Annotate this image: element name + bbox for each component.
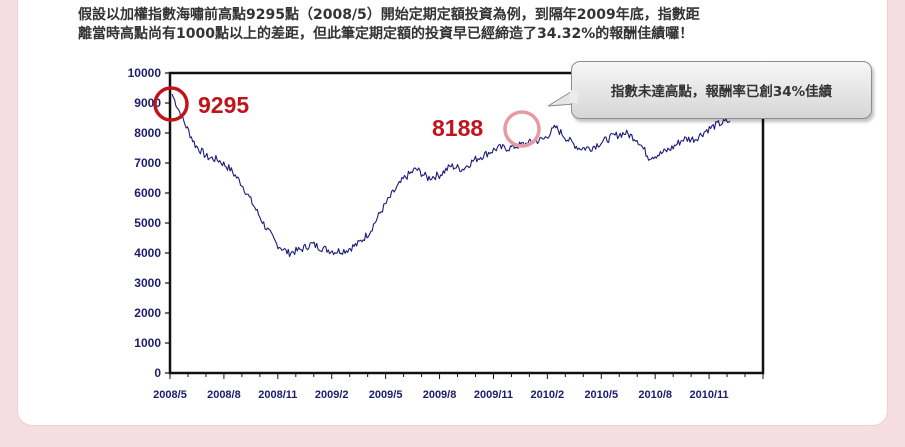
annotation-recovery-value: 8188	[432, 115, 483, 141]
series-line	[171, 93, 731, 258]
x-tick-label: 2009/5	[369, 389, 403, 401]
x-tick-label: 2008/8	[207, 389, 241, 401]
y-axis-ticks: 1000090008000700060005000400030002000100…	[128, 66, 170, 380]
intro-line-2: 離當時高點尚有1000點以上的差距，但此筆定期定額的投資早已經締造了34.32%…	[78, 26, 694, 42]
y-tick-label: 8000	[134, 126, 161, 140]
x-tick-label: 2010/5	[584, 389, 618, 401]
annotation-high-value: 9295	[198, 92, 249, 118]
x-axis-ticks: 2008/5 2008/8 2008/11 2009/2 2009/5 2009/8 200…	[153, 373, 764, 401]
high-point-marker	[153, 86, 189, 122]
intro-paragraph: 假設以加權指數海嘯前高點9295點（2008/5）開始定期定額投資為例，到隔年2…	[78, 6, 838, 44]
y-tick-label: 7000	[134, 156, 161, 170]
y-tick-label: 5000	[134, 216, 161, 230]
callout-joint	[570, 90, 578, 103]
intro-line-1: 假設以加權指數海嘯前高點9295點（2008/5）開始定期定額投資為例，到隔年2…	[78, 7, 700, 23]
recovery-point-marker	[503, 110, 541, 148]
x-tick-label: 2010/2	[531, 389, 565, 401]
callout-text: 指數未達高點，報酬率已創34%佳績	[610, 84, 833, 100]
y-tick-label: 0	[154, 366, 161, 380]
x-tick-label: 2009/2	[315, 389, 349, 401]
callout-box: 指數未達高點，報酬率已創34%佳績	[571, 61, 872, 119]
x-tick-label: 2010/11	[690, 389, 729, 401]
x-tick-label: 2009/8	[423, 389, 457, 401]
y-tick-label: 2000	[134, 306, 161, 320]
y-tick-label: 3000	[134, 276, 161, 290]
plot-frame	[168, 71, 765, 375]
y-tick-label: 1000	[134, 336, 161, 350]
y-tick-label: 10000	[128, 66, 162, 80]
y-tick-label: 4000	[134, 246, 161, 260]
x-tick-label: 2008/5	[153, 389, 187, 401]
x-tick-label: 2009/11	[474, 389, 513, 401]
x-tick-label: 2008/11	[258, 389, 297, 401]
y-tick-label: 6000	[134, 186, 161, 200]
x-tick-label: 2010/8	[638, 389, 672, 401]
